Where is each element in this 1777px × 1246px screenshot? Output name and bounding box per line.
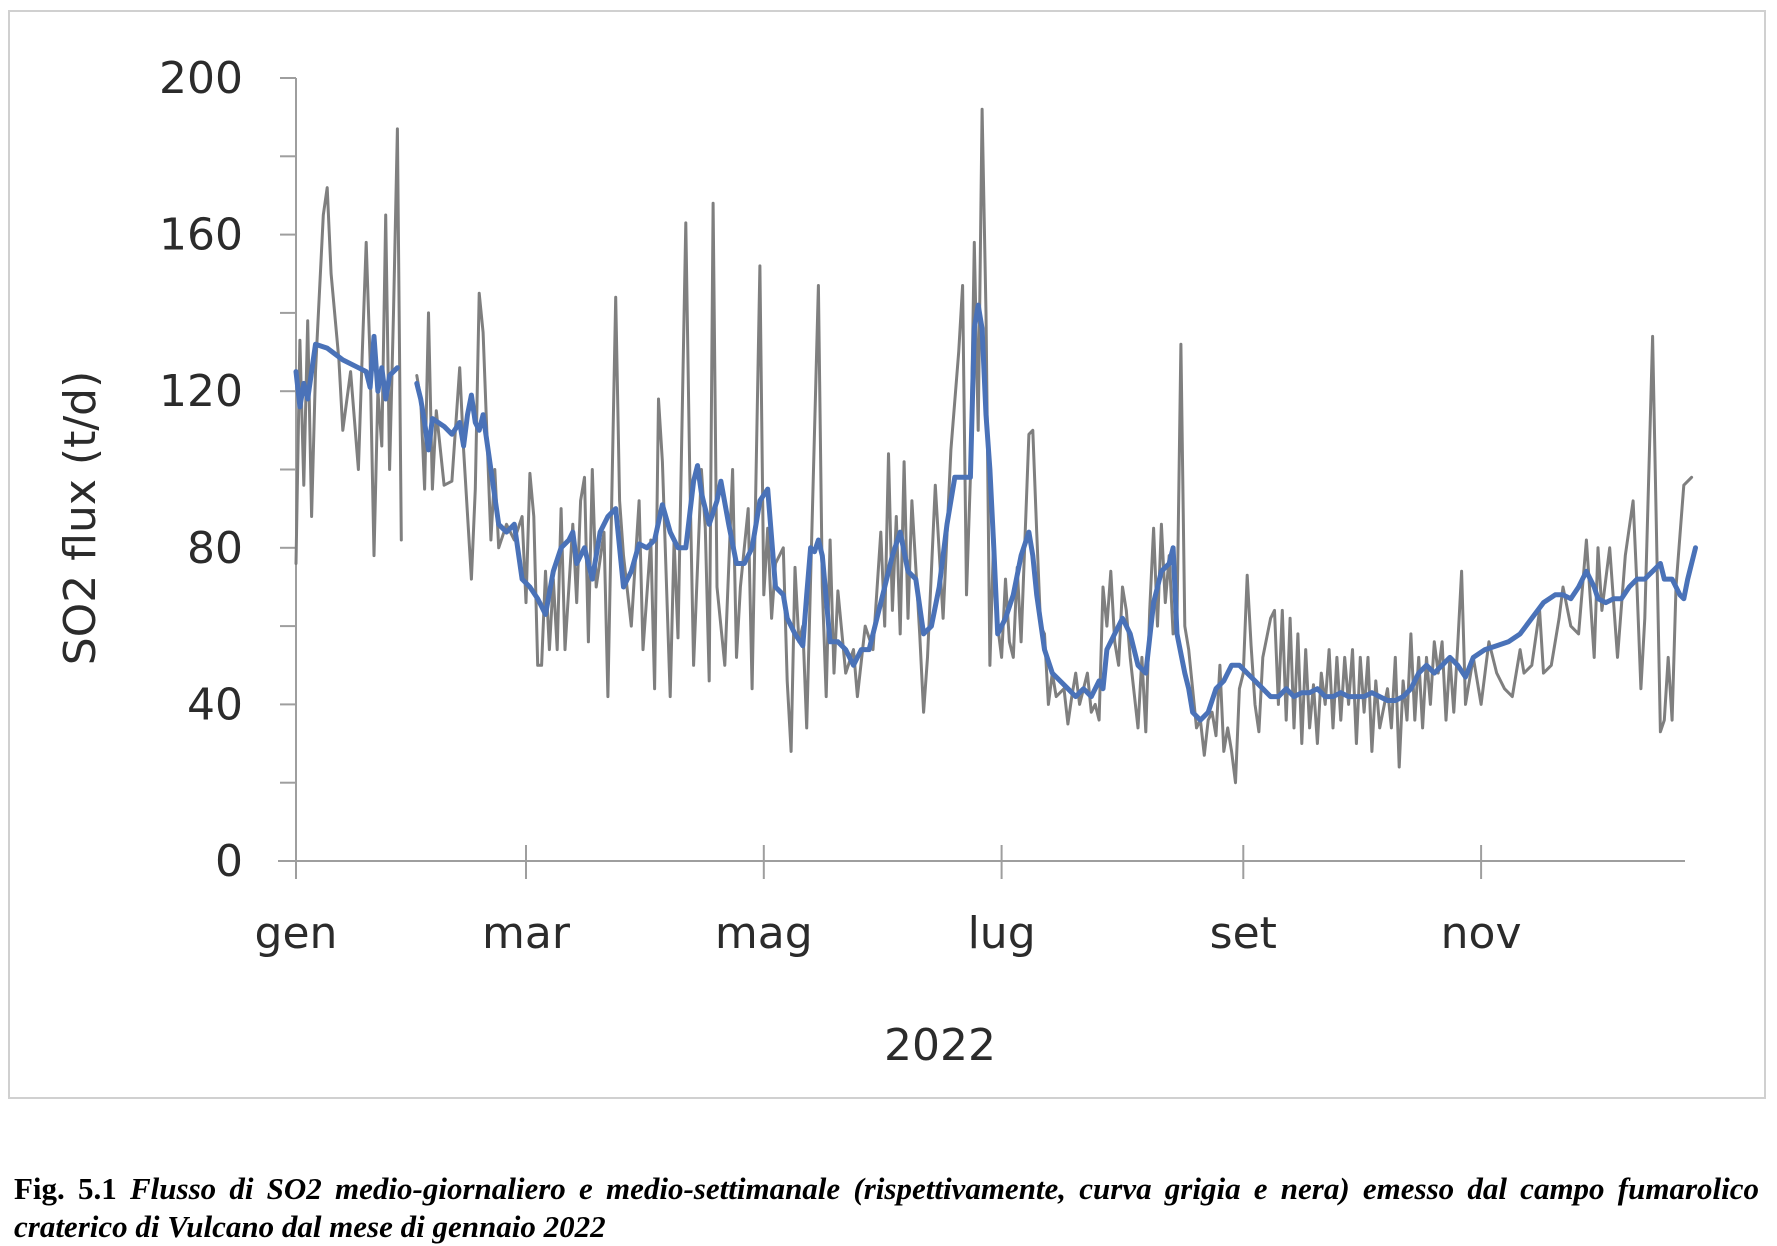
x-tick-label: lug xyxy=(968,908,1036,959)
daily-series xyxy=(294,107,1694,785)
x-axis-title: 2022 xyxy=(884,1020,996,1071)
y-tick-label: 40 xyxy=(187,679,243,730)
labels: 0 40 80 120 160 200 gen mar mag lug set nov xyxy=(159,53,1522,959)
caption-text: Flusso di SO2 medio-giornaliero e medio-… xyxy=(14,1171,1759,1244)
axes xyxy=(278,77,1685,879)
y-tick-label: 120 xyxy=(159,366,243,417)
weekly-series-line xyxy=(293,333,400,410)
y-tick-label: 160 xyxy=(159,210,243,261)
x-tick-label: mag xyxy=(715,908,813,959)
x-tick-label: nov xyxy=(1441,908,1522,959)
figure-caption: Fig. 5.1 Flusso di SO2 medio-giornaliero… xyxy=(14,1170,1759,1246)
weekly-series-line xyxy=(414,302,1698,723)
y-axis-title: SO2 flux (t/d) xyxy=(55,371,106,666)
weekly-series xyxy=(293,302,1698,723)
y-tick-label: 0 xyxy=(215,836,243,887)
x-tick-label: gen xyxy=(255,908,338,959)
y-tick-label: 200 xyxy=(159,53,243,104)
daily-series-line xyxy=(294,127,403,565)
y-tick-label: 80 xyxy=(187,523,243,574)
so2-flux-chart: 0 40 80 120 160 200 gen mar mag lug set nov SO2 flu… xyxy=(55,53,1698,1071)
x-tick-label: set xyxy=(1210,908,1277,959)
caption-figure-number: Fig. 5.1 xyxy=(14,1171,117,1206)
x-tick-label: mar xyxy=(482,908,571,959)
daily-series-line xyxy=(415,107,1694,785)
